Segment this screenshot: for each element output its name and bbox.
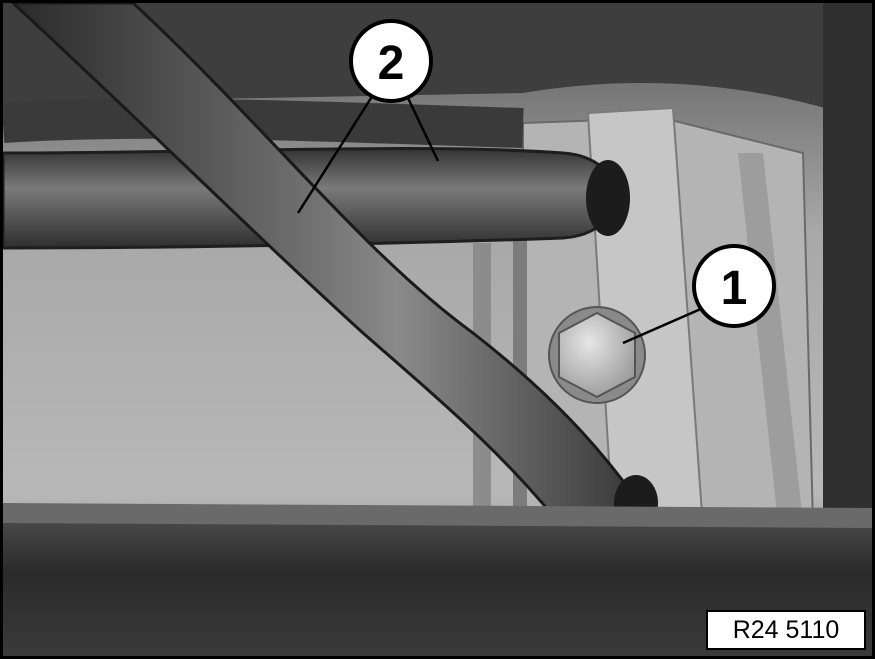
- photo-scene: 2 1: [3, 3, 872, 656]
- crossmember-edge: [3, 503, 872, 528]
- reference-code: R24 5110: [706, 610, 866, 650]
- callout-2-leader-a: [296, 94, 375, 214]
- callout-1: 1: [692, 244, 776, 328]
- callout-1-leader: [622, 306, 704, 345]
- callout-1-label: 1: [721, 262, 748, 315]
- callout-2: 2: [349, 19, 433, 103]
- crossmember: [3, 518, 872, 656]
- callout-2-label: 2: [378, 37, 405, 90]
- callout-2-leader-b: [406, 97, 440, 162]
- hose-grommet: [586, 160, 630, 236]
- upper-hose: [3, 98, 524, 148]
- bracket-rib: [738, 153, 803, 523]
- bolt-head: [558, 311, 636, 399]
- right-shadow: [823, 3, 872, 523]
